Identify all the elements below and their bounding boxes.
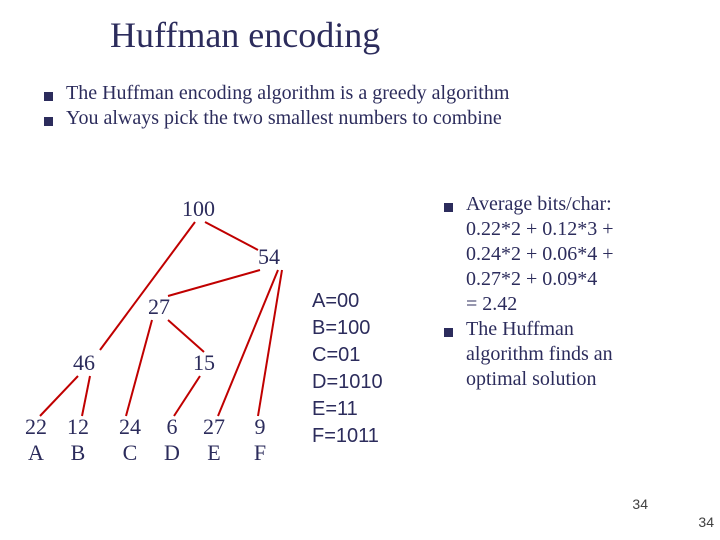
tree-node-46: 46 xyxy=(73,350,95,376)
tree-node-54: 54 xyxy=(258,244,280,270)
leaf-freq: 6 xyxy=(158,414,186,440)
right-line: 0.27*2 + 0.09*4 xyxy=(466,267,691,292)
right-block-2: The Huffman algorithm finds an optimal s… xyxy=(466,317,691,392)
right-line: = 2.42 xyxy=(466,292,691,317)
code-table: A=00 B=100 C=01 D=1010 E=11 F=1011 xyxy=(312,288,383,450)
leaf-sym: E xyxy=(200,440,228,466)
page-number-inner: 34 xyxy=(632,496,648,512)
leaf-sym: A xyxy=(22,440,50,466)
leaf-freq: 22 xyxy=(22,414,50,440)
leaf-freq: 27 xyxy=(200,414,228,440)
leaf-freq: 24 xyxy=(116,414,144,440)
right-line: The Huffman xyxy=(466,317,691,342)
bullet-icon xyxy=(444,328,453,337)
code-F: F=1011 xyxy=(312,423,383,450)
code-C: C=01 xyxy=(312,342,383,369)
right-line: optimal solution xyxy=(466,367,691,392)
bullet-icon xyxy=(44,92,53,101)
tree-node-15: 15 xyxy=(193,350,215,376)
tree-leaf-C: 24 C xyxy=(116,414,144,466)
intro-line-2: You always pick the two smallest numbers… xyxy=(66,107,502,130)
leaf-sym: B xyxy=(64,440,92,466)
bullet-icon xyxy=(44,117,53,126)
tree-leaf-E: 27 E xyxy=(200,414,228,466)
tree-leaf-A: 22 A xyxy=(22,414,50,466)
leaf-sym: D xyxy=(158,440,186,466)
bullet-icon xyxy=(444,203,453,212)
intro-line-1: The Huffman encoding algorithm is a gree… xyxy=(66,82,509,105)
leaf-freq: 12 xyxy=(64,414,92,440)
right-line: algorithm finds an xyxy=(466,342,691,367)
page-number-outer: 34 xyxy=(698,514,714,530)
code-B: B=100 xyxy=(312,315,383,342)
tree-leaf-D: 6 D xyxy=(158,414,186,466)
right-line: 0.22*2 + 0.12*3 + xyxy=(466,217,691,242)
tree-leaf-B: 12 B xyxy=(64,414,92,466)
right-line: 0.24*2 + 0.06*4 + xyxy=(466,242,691,267)
code-D: D=1010 xyxy=(312,369,383,396)
code-E: E=11 xyxy=(312,396,383,423)
tree-leaf-F: 9 F xyxy=(246,414,274,466)
code-A: A=00 xyxy=(312,288,383,315)
right-line: Average bits/char: xyxy=(466,192,691,217)
leaf-sym: C xyxy=(116,440,144,466)
tree-node-root: 100 xyxy=(182,196,215,222)
leaf-sym: F xyxy=(246,440,274,466)
right-block-1: Average bits/char: 0.22*2 + 0.12*3 + 0.2… xyxy=(466,192,691,317)
tree-node-27: 27 xyxy=(148,294,170,320)
page-title: Huffman encoding xyxy=(110,14,380,56)
leaf-freq: 9 xyxy=(246,414,274,440)
